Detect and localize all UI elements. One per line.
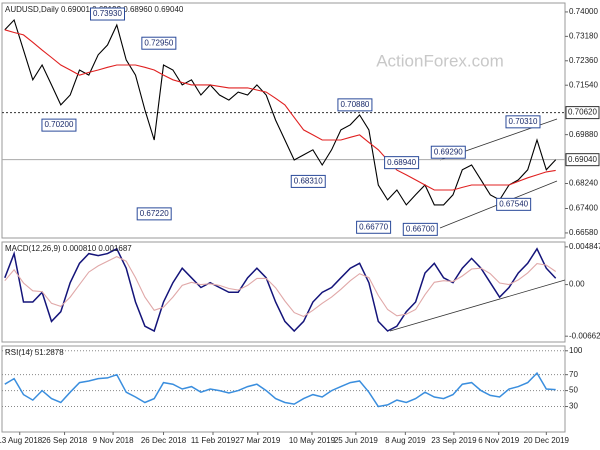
annotation-box bbox=[136, 207, 172, 221]
annotation-label: 0.67220 bbox=[140, 209, 169, 218]
annotation-box bbox=[290, 174, 326, 188]
panel-title: RSI(14) 51.2878 bbox=[5, 348, 64, 357]
annotation-box bbox=[402, 222, 438, 236]
watermark: ActionForex.com bbox=[376, 51, 504, 70]
annotation-label: 0.69290 bbox=[434, 147, 463, 156]
panel-title: MACD(12,26,9) 0.000810 0.001687 bbox=[5, 244, 132, 253]
series-line bbox=[4, 255, 557, 318]
annotation-box bbox=[505, 115, 541, 129]
series-line bbox=[4, 29, 556, 191]
x-tick-label: 20 Dec 2019 bbox=[524, 436, 570, 445]
annotation-box bbox=[141, 36, 177, 50]
y-tick-label: 0.67400 bbox=[569, 204, 598, 213]
annotation-box bbox=[337, 98, 373, 112]
macd-trendline bbox=[389, 279, 566, 332]
y-tick-label: -0.006624 bbox=[569, 331, 600, 340]
annotation-label: 0.70200 bbox=[44, 120, 73, 129]
annotation-label: 0.66770 bbox=[359, 222, 388, 231]
y-tick-label: 0.71540 bbox=[569, 80, 598, 89]
price-panel bbox=[1, 2, 566, 239]
annotation-label: 0.72950 bbox=[144, 38, 173, 47]
x-tick-label: 8 Aug 2019 bbox=[385, 436, 426, 445]
y-tick-label: 0.74000 bbox=[569, 7, 598, 16]
annotation-label: 0.70880 bbox=[340, 100, 369, 109]
x-tick-label: 10 May 2019 bbox=[289, 436, 336, 445]
y-tick-label: 0.66580 bbox=[569, 228, 598, 237]
series-line bbox=[4, 18, 557, 206]
x-tick-label: 6 Nov 2019 bbox=[478, 436, 519, 445]
annotation-label: 0.73930 bbox=[93, 9, 122, 18]
y-tick-label: 0.69880 bbox=[569, 130, 598, 139]
annotation-box bbox=[356, 220, 392, 234]
y-tick-label: 0.72360 bbox=[569, 56, 598, 65]
y-tick-label: 30 bbox=[569, 402, 578, 411]
y-tick-label: 70 bbox=[569, 370, 578, 379]
annotation-label: 0.70310 bbox=[509, 117, 538, 126]
level-label: 0.70620 bbox=[568, 108, 597, 117]
annotation-box bbox=[41, 118, 77, 132]
annotation-label: 0.67540 bbox=[499, 199, 528, 208]
x-tick-label: 27 Mar 2019 bbox=[235, 436, 280, 445]
y-tick-label: 0.73180 bbox=[569, 31, 598, 40]
annotation-box bbox=[496, 197, 532, 211]
series-line bbox=[4, 371, 556, 408]
y-tick-label: 50 bbox=[569, 386, 578, 395]
rsi-panel bbox=[1, 345, 566, 433]
annotation-box bbox=[430, 145, 466, 159]
x-tick-label: 26 Dec 2018 bbox=[141, 436, 187, 445]
level-box bbox=[565, 106, 600, 120]
x-tick-label: 9 Nov 2018 bbox=[93, 436, 134, 445]
annotation-label: 0.66700 bbox=[406, 224, 435, 233]
annotation-label: 0.68310 bbox=[294, 177, 323, 186]
y-tick-label: 0.00 bbox=[569, 280, 585, 289]
x-tick-label: 11 Feb 2019 bbox=[191, 436, 236, 445]
x-tick-label: 23 Sep 2019 bbox=[431, 436, 477, 445]
y-tick-label: 0.004847 bbox=[569, 242, 600, 251]
x-tick-label: 25 Jun 2019 bbox=[334, 436, 379, 445]
x-tick-label: 26 Sep 2018 bbox=[42, 436, 88, 445]
macd-panel bbox=[1, 241, 566, 343]
y-tick-label: 0.68240 bbox=[569, 179, 598, 188]
y-tick-label: 100 bbox=[569, 346, 583, 355]
annotation-box bbox=[90, 7, 126, 21]
x-tick-label: 13 Aug 2018 bbox=[0, 436, 43, 445]
last-price-box bbox=[565, 153, 600, 167]
last-price-label: 0.69040 bbox=[568, 155, 597, 164]
annotation-box bbox=[384, 156, 420, 170]
annotation-label: 0.68940 bbox=[387, 158, 416, 167]
series-line bbox=[4, 247, 557, 333]
